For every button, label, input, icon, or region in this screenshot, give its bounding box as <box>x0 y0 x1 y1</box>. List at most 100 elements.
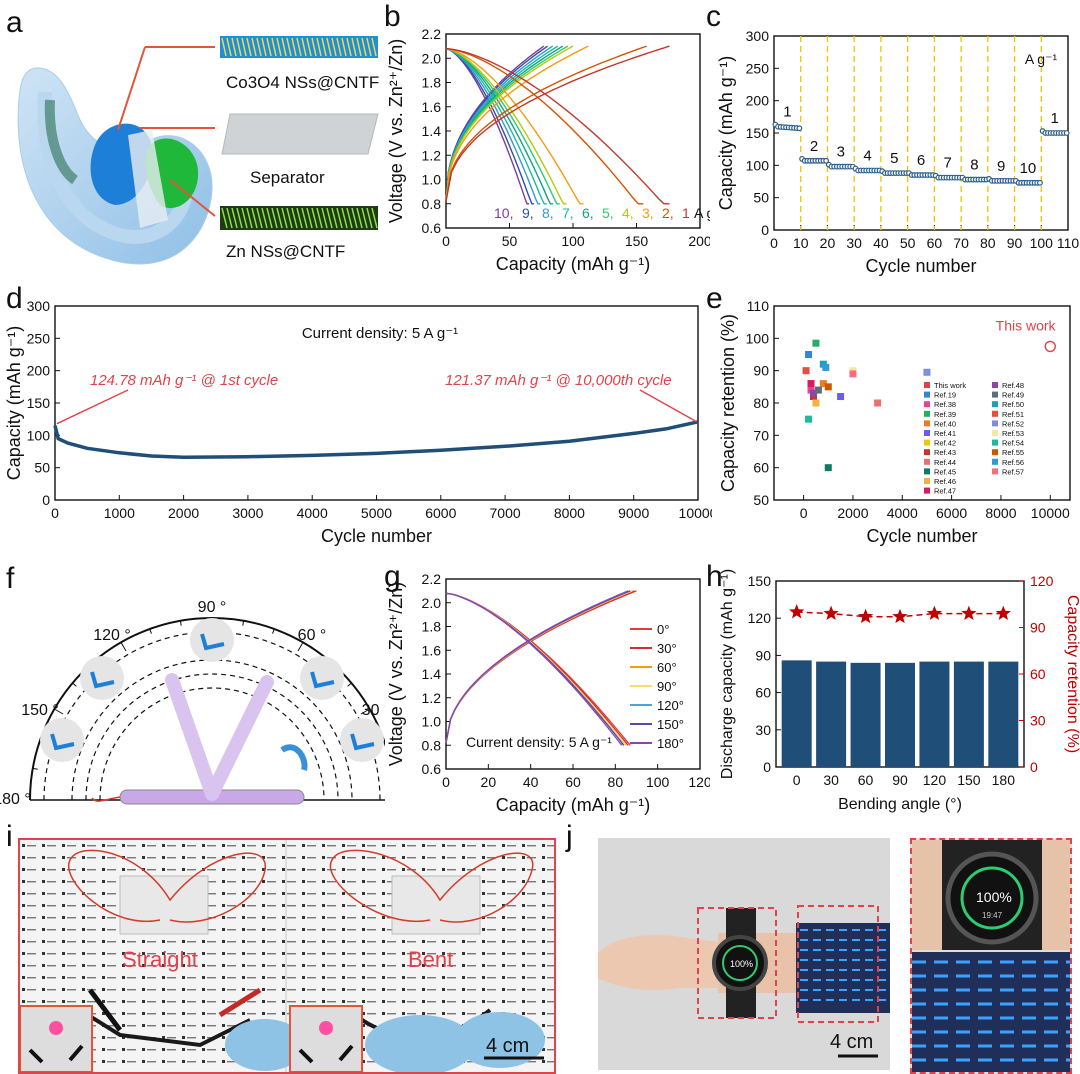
chart-c-rate-capability: 0 10 20 30 40 50 60 70 80 90 100 110050100150200250… <box>716 28 1079 276</box>
segment-rate-label: 4 <box>863 148 871 165</box>
legend-angle-label: 90° <box>657 679 677 694</box>
panel-a-schematic: Co3O4 NSs@CNTF Separator Zn NSs@CNTF <box>17 36 379 265</box>
photo-i-frame: Straight Bent 4 cm <box>18 838 556 1074</box>
label-separator: Separator <box>250 168 325 187</box>
legend-marker <box>992 401 998 408</box>
cathode-texture-stroke <box>286 37 292 57</box>
discharge-bar <box>953 661 984 767</box>
anode-texture-stroke <box>226 207 233 229</box>
discharge-bar <box>816 661 847 767</box>
segment-rate-label: 2 <box>810 138 818 155</box>
y-tick-label: 250 <box>27 330 51 346</box>
legend-rate-label: 5, <box>602 205 614 221</box>
angle-label: 60 ° <box>298 627 327 644</box>
legend-marker <box>992 391 998 398</box>
cathode-texture-stroke <box>301 37 307 57</box>
y-tick-label: 2.0 <box>422 595 442 611</box>
legend-entry: Ref.52 <box>1002 419 1024 428</box>
x-tick-label: 10000 <box>1031 505 1070 521</box>
y-tick-label: 50 <box>753 492 769 508</box>
legend-entry: Ref.43 <box>934 448 956 457</box>
fiber-green-band <box>44 99 79 185</box>
discharge-curve <box>445 47 567 205</box>
charge-curve <box>445 590 631 744</box>
x-tick-label: 6000 <box>936 505 967 521</box>
y-tick-label: 1.0 <box>422 172 442 188</box>
legend-marker <box>924 420 930 427</box>
angle-tick <box>347 682 352 687</box>
x-tick-label: 1000 <box>104 505 135 521</box>
legend-marker <box>924 382 930 388</box>
legend-entry: Ref.38 <box>934 400 956 409</box>
panel-label-e: e <box>706 282 723 315</box>
anode-fiber-image <box>220 206 378 230</box>
y2-tick-label: 0 <box>1030 759 1038 775</box>
label-cathode: Co3O4 NSs@CNTF <box>226 73 379 92</box>
cycling-curve <box>53 420 699 460</box>
chart-g-bending-curves: 0 20 40 60 80 100 120 0.6 0.8 1.0 1.2 1.4 1.6 1.8 2.0 2… <box>386 571 710 815</box>
cathode-texture-stroke <box>231 37 237 57</box>
bend-state-bubble <box>40 718 84 762</box>
anode-texture-stroke <box>346 207 353 229</box>
anode-texture-stroke <box>266 207 273 229</box>
point-reference <box>837 393 845 401</box>
callout-first-cycle: 124.78 mAh g⁻¹ @ 1st cycle <box>90 372 278 389</box>
y-tick-label: 200 <box>746 93 770 109</box>
point-reference <box>807 380 815 388</box>
legend-entry: Ref.47 <box>934 487 956 496</box>
cathode-texture-stroke <box>351 37 357 57</box>
x-tick-label: 4000 <box>887 505 918 521</box>
callout-last-cycle: 121.37 mAh g⁻¹ @ 10,000th cycle <box>445 372 672 389</box>
legend-marker <box>924 391 930 398</box>
cathode-texture-stroke <box>271 37 277 57</box>
chart-h-bending-capacity: 0 30 60 90 120 150 180 0 30 60 90 120 150 Bending ang… <box>719 569 1080 813</box>
x-tick-label: 0 <box>800 505 808 521</box>
cathode-texture-stroke <box>236 37 242 57</box>
angle-label: 180 ° <box>0 791 31 808</box>
legend-rate-label: 6, <box>582 205 594 221</box>
legend-entry: Ref.56 <box>1002 458 1024 467</box>
legend-rate-label: 1 <box>682 205 690 221</box>
y-tick-label: 80 <box>753 395 769 411</box>
legend-entry: Ref.49 <box>1002 391 1024 400</box>
pointer-line-anode <box>169 179 216 217</box>
panel-label-a: a <box>6 6 23 39</box>
anode-texture-stroke <box>361 207 368 229</box>
panel-label-d: d <box>6 282 23 315</box>
point-reference <box>812 339 820 347</box>
charge-curve <box>445 45 647 202</box>
bent-fiber-icon <box>200 633 225 651</box>
cathode-texture-stroke <box>241 37 247 57</box>
y-tick-label: 100 <box>746 330 770 346</box>
legend-marker <box>924 458 930 465</box>
y-tick-label: 90 <box>753 363 769 379</box>
legend-entry: Ref.57 <box>1002 467 1024 476</box>
y-tick-label: 2.2 <box>422 26 442 42</box>
cathode-texture-stroke <box>341 37 347 57</box>
this-work-label: This work <box>996 317 1057 333</box>
bent-fiber-icon <box>350 733 375 751</box>
separator-white-sheet <box>128 130 168 228</box>
legend-marker <box>992 430 998 436</box>
legend-entry: Ref.41 <box>934 429 956 438</box>
cathode-texture-stroke <box>256 37 262 57</box>
x-tick-label: 2000 <box>837 505 868 521</box>
x-tick-label: 10000 <box>679 505 712 521</box>
fiber-raised-right <box>205 675 274 801</box>
legend-rate-label: 7, <box>562 205 574 221</box>
anode-texture-stroke <box>251 207 258 229</box>
led-right-lit <box>319 1021 333 1035</box>
y-tick-label: 0 <box>763 759 771 775</box>
cathode-texture-stroke <box>336 37 342 57</box>
x-axis-label: Cycle number <box>866 526 977 546</box>
segment-rate-label: 9 <box>997 158 1005 175</box>
legend-rate-label: 2, <box>662 205 674 221</box>
legend-marker <box>992 458 998 465</box>
rate-point <box>1063 130 1070 136</box>
y-tick-label: 1.2 <box>422 147 442 163</box>
legend-rate-label: 4, <box>622 205 634 221</box>
glove-right-b <box>455 1012 545 1068</box>
bent-fiber-icon <box>90 671 115 689</box>
cathode-texture-stroke <box>281 37 287 57</box>
y-tick-label: 2.0 <box>422 50 442 66</box>
